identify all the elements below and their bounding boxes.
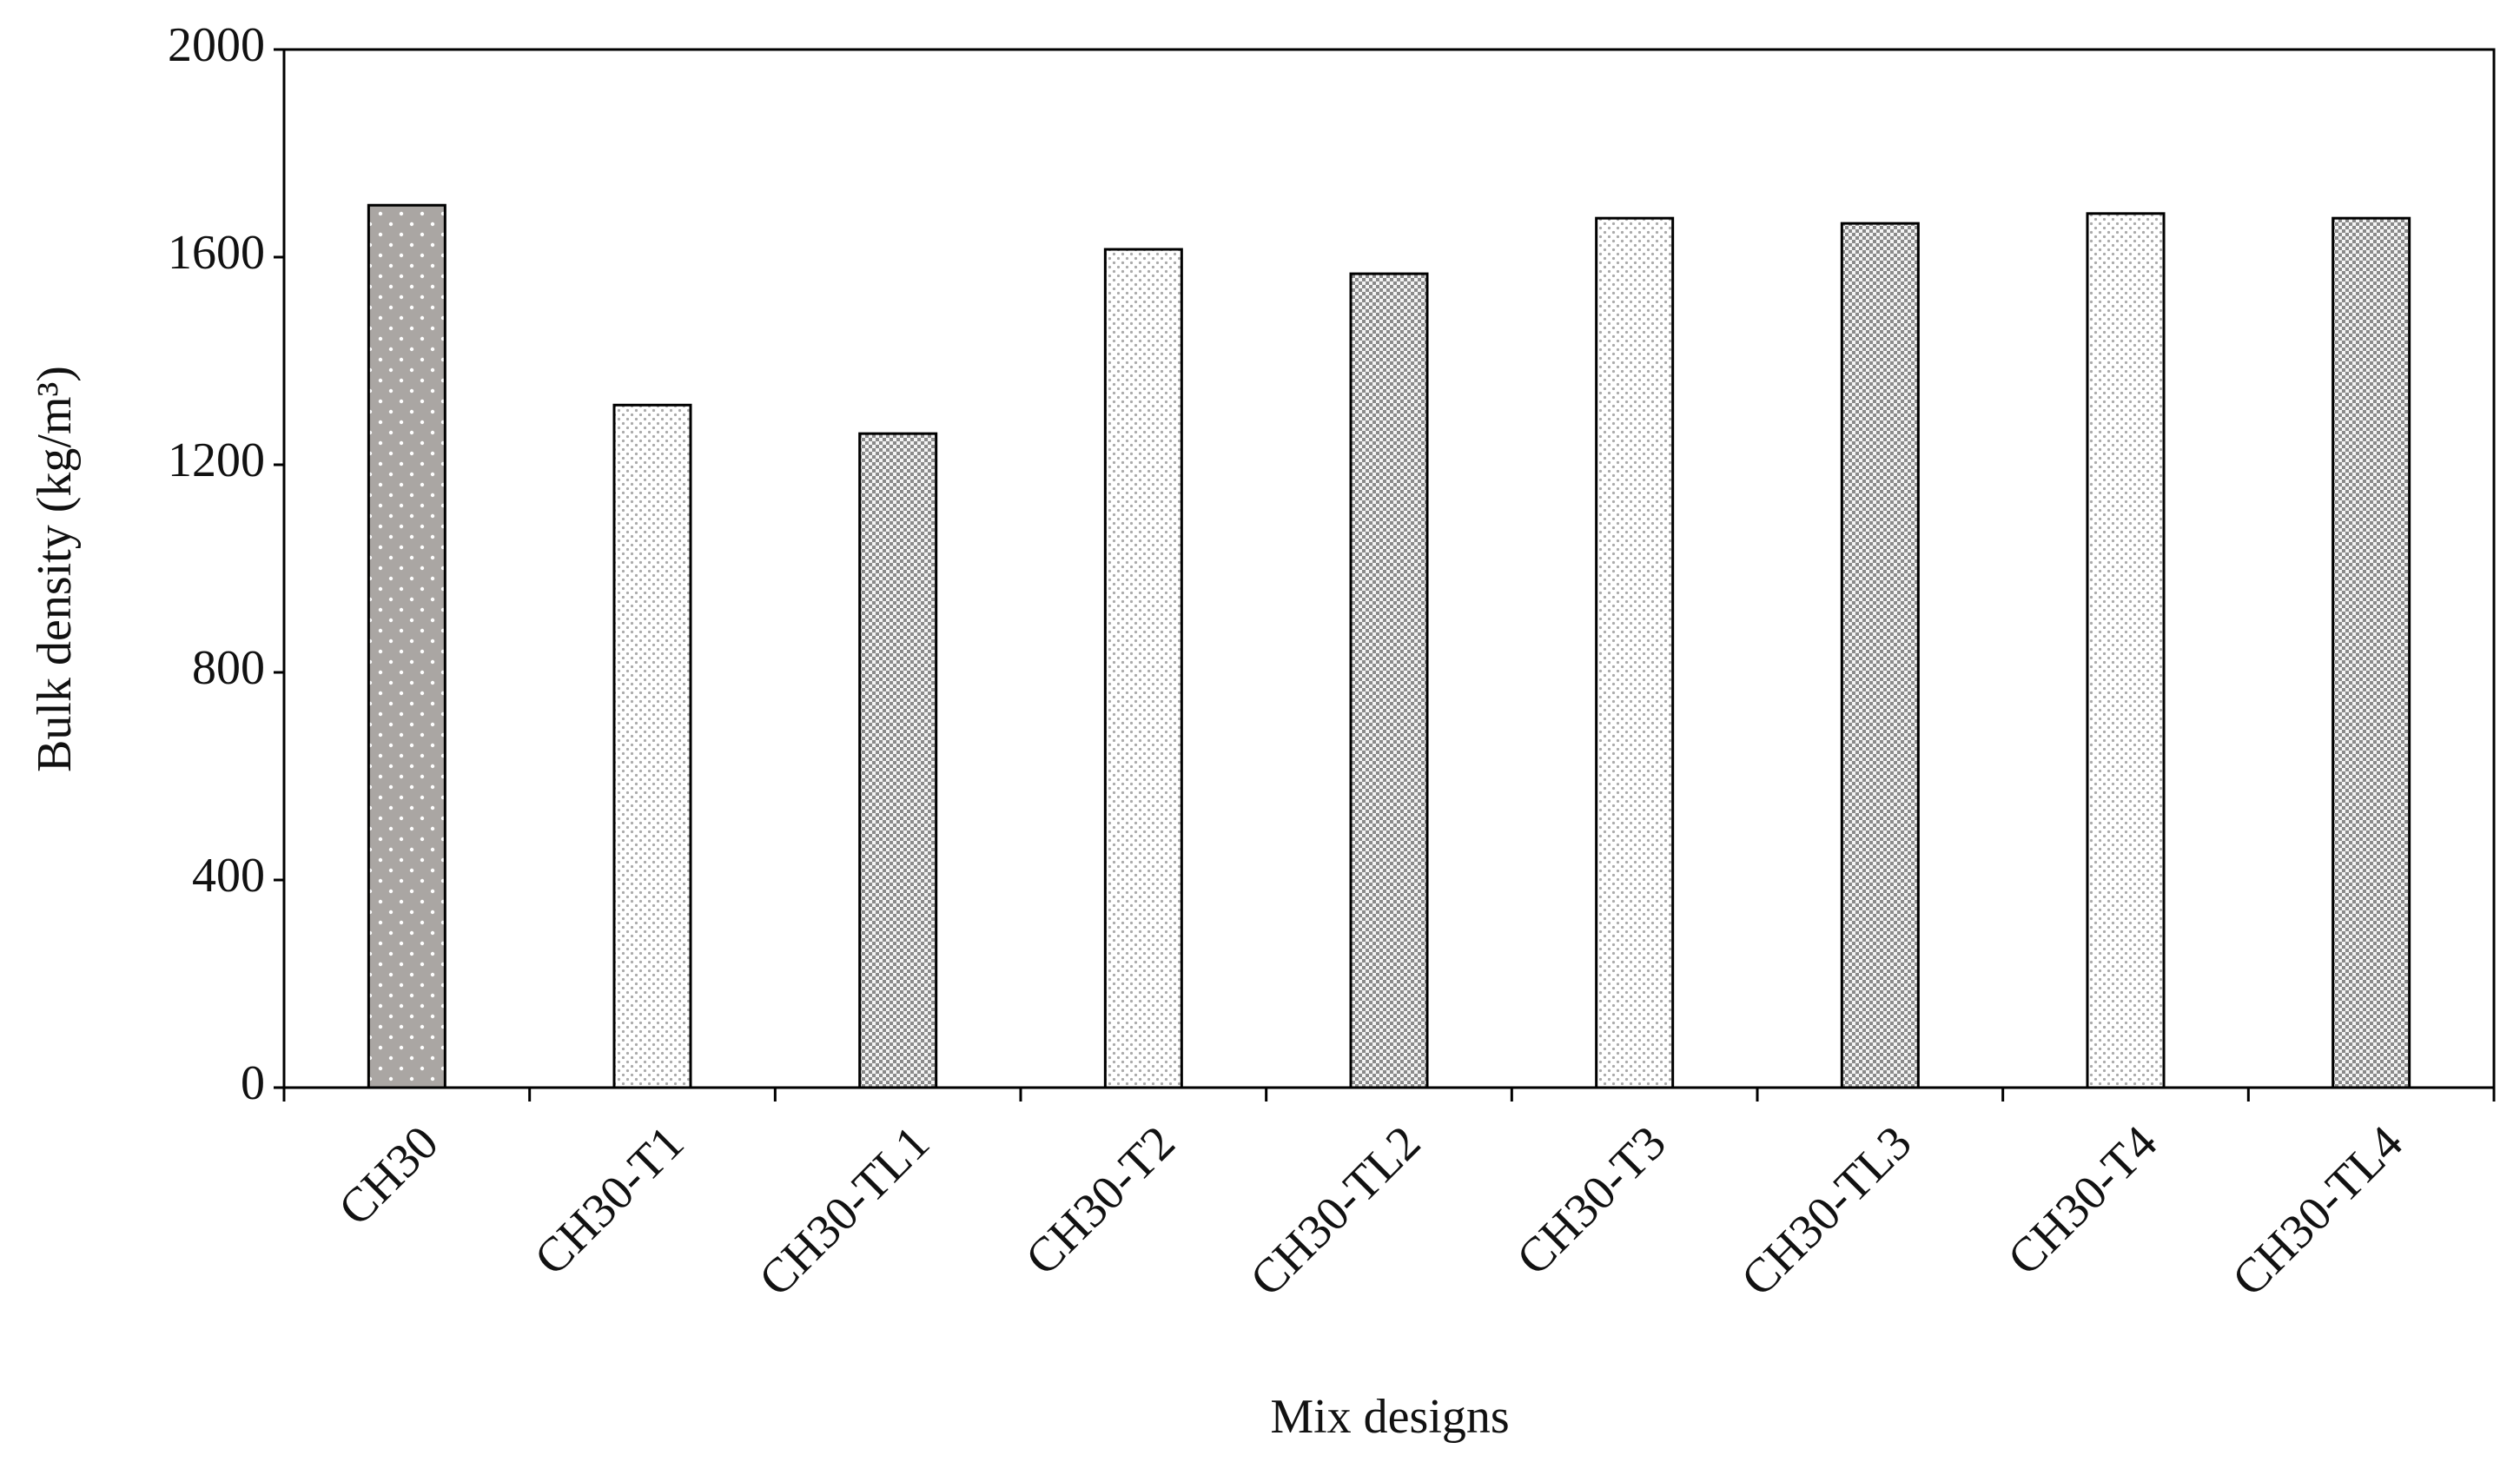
bar bbox=[858, 432, 938, 1089]
x-tick-label: CH30-T3 bbox=[1506, 1115, 1677, 1286]
bar bbox=[1103, 248, 1183, 1089]
y-axis-title: Bulk density (kg/m³) bbox=[28, 366, 82, 772]
bar bbox=[1595, 216, 1675, 1089]
x-tick-label: CH30-T1 bbox=[525, 1115, 695, 1286]
bar bbox=[2086, 212, 2166, 1089]
x-tick-label: CH30-TL3 bbox=[1731, 1115, 1922, 1307]
y-tick-label: 400 bbox=[192, 849, 265, 903]
x-tick-label: CH30 bbox=[328, 1115, 448, 1235]
bar bbox=[612, 403, 692, 1089]
bar bbox=[1840, 222, 1920, 1089]
x-tick-label: CH30-TL1 bbox=[749, 1115, 940, 1307]
x-axis-title: Mix designs bbox=[1270, 1390, 1509, 1444]
x-tick-label: CH30-TL4 bbox=[2222, 1115, 2413, 1307]
bar bbox=[1349, 272, 1429, 1089]
bar bbox=[2331, 216, 2411, 1089]
bar bbox=[367, 203, 446, 1089]
y-tick-label: 1600 bbox=[168, 226, 265, 280]
y-tick-label: 0 bbox=[241, 1056, 265, 1110]
plot-frame bbox=[282, 48, 2496, 1089]
x-tick-label: CH30-TL2 bbox=[1240, 1115, 1431, 1307]
x-tick-label: CH30-T2 bbox=[1015, 1115, 1186, 1286]
y-tick-label: 1200 bbox=[168, 433, 265, 487]
x-tick-label: CH30-T4 bbox=[1998, 1115, 2168, 1286]
y-tick-label: 800 bbox=[192, 641, 265, 695]
y-tick-label: 2000 bbox=[168, 18, 265, 72]
